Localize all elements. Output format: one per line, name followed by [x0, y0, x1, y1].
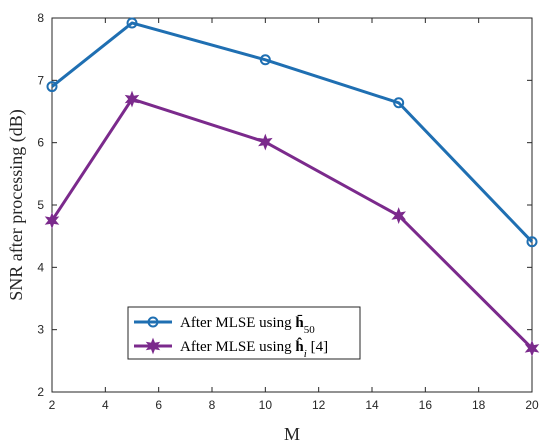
x-tick-label: 12 — [312, 398, 326, 412]
data-point — [259, 54, 271, 66]
legend-label-sub: 50 — [304, 324, 316, 336]
legend-label: After MLSE using h̄50 — [180, 315, 315, 336]
series-1 — [46, 17, 538, 248]
data-point — [124, 90, 140, 108]
data-point — [391, 207, 406, 225]
y-tick-label: 2 — [37, 385, 44, 399]
x-tick-label: 16 — [419, 398, 433, 412]
x-tick-label: 10 — [259, 398, 273, 412]
x-tick-label: 18 — [472, 398, 486, 412]
series-2 — [44, 90, 540, 357]
x-tick-label: 2 — [49, 398, 56, 412]
x-tick-label: 20 — [525, 398, 539, 412]
legend-marker — [145, 337, 161, 355]
y-tick-label: 5 — [37, 198, 44, 212]
legend-label-main: After MLSE using — [180, 339, 295, 355]
legend-label-sub: i — [304, 348, 307, 360]
y-axis-title: SNR after processing (dB) — [6, 109, 27, 300]
data-point — [44, 212, 60, 229]
legend-label: After MLSE using ĥi [4] — [180, 337, 328, 360]
data-point — [126, 17, 138, 29]
legend-marker — [147, 316, 159, 328]
series-line — [51, 21, 534, 243]
data-point — [526, 236, 538, 248]
data-point — [46, 81, 58, 93]
data-point — [524, 339, 540, 357]
y-tick-label: 4 — [37, 260, 44, 274]
data-point — [258, 133, 273, 151]
legend-label-symbol: h̄ — [295, 315, 304, 331]
y-tick-label: 8 — [37, 11, 44, 25]
axis-ticks: 2 4 6 8 10 12 14 16 18 20 2 3 4 5 6 7 8 — [37, 11, 539, 412]
x-tick-label: 6 — [155, 398, 162, 412]
series-layer — [44, 17, 540, 357]
x-tick-label: 14 — [365, 398, 379, 412]
legend-item: After MLSE using ĥi [4] — [134, 337, 328, 360]
y-tick-label: 7 — [37, 73, 44, 87]
x-tick-label: 4 — [102, 398, 109, 412]
x-tick-label: 8 — [209, 398, 216, 412]
legend-label-symbol: ĥ — [295, 337, 304, 355]
legend-box — [127, 306, 361, 360]
y-tick-label: 6 — [37, 136, 44, 150]
x-axis-title: M — [284, 424, 300, 444]
legend-item: After MLSE using h̄50 — [134, 315, 315, 336]
y-tick-label: 3 — [37, 323, 44, 337]
legend-label-main: After MLSE using — [180, 315, 295, 331]
legend-label-suffix: [4] — [307, 339, 328, 355]
data-point — [393, 97, 405, 109]
